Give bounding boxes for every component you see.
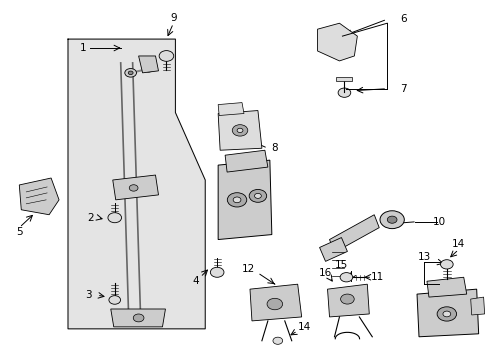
Text: 13: 13 — [416, 252, 430, 262]
Text: 2: 2 — [87, 213, 94, 223]
Circle shape — [124, 68, 136, 77]
Circle shape — [233, 197, 241, 203]
Text: 4: 4 — [192, 276, 198, 286]
Circle shape — [266, 298, 282, 310]
Circle shape — [129, 185, 138, 191]
Polygon shape — [329, 215, 379, 252]
Polygon shape — [138, 56, 158, 73]
Circle shape — [272, 337, 282, 344]
Circle shape — [210, 267, 224, 277]
Polygon shape — [327, 284, 368, 317]
Polygon shape — [319, 238, 346, 261]
Circle shape — [159, 51, 173, 61]
Polygon shape — [68, 39, 205, 329]
Polygon shape — [317, 23, 357, 61]
Text: 14: 14 — [297, 322, 311, 332]
Polygon shape — [19, 178, 59, 215]
Text: 6: 6 — [399, 14, 406, 24]
Polygon shape — [426, 277, 466, 297]
Text: 3: 3 — [85, 290, 92, 300]
Circle shape — [442, 311, 450, 317]
Circle shape — [227, 193, 246, 207]
Text: 16: 16 — [318, 268, 331, 278]
Text: 7: 7 — [399, 84, 406, 94]
Polygon shape — [336, 77, 352, 81]
Circle shape — [232, 125, 247, 136]
Polygon shape — [111, 309, 165, 327]
Polygon shape — [416, 289, 478, 337]
Circle shape — [379, 211, 404, 229]
Polygon shape — [224, 150, 267, 172]
Polygon shape — [113, 175, 158, 200]
Circle shape — [254, 193, 261, 198]
Circle shape — [237, 128, 243, 132]
Circle shape — [108, 213, 122, 223]
Text: 9: 9 — [170, 13, 176, 23]
Polygon shape — [218, 160, 271, 239]
Circle shape — [249, 189, 266, 202]
Circle shape — [109, 296, 121, 304]
Text: 14: 14 — [451, 239, 465, 249]
Circle shape — [128, 71, 133, 75]
Text: 1: 1 — [80, 43, 86, 53]
Circle shape — [440, 260, 452, 269]
Circle shape — [339, 273, 352, 282]
Polygon shape — [218, 111, 262, 150]
Circle shape — [340, 294, 353, 304]
Text: 12: 12 — [241, 264, 254, 274]
Circle shape — [133, 314, 143, 322]
Text: 10: 10 — [431, 217, 445, 227]
Polygon shape — [218, 103, 244, 116]
Polygon shape — [249, 284, 301, 321]
Circle shape — [386, 216, 396, 223]
Text: 5: 5 — [16, 226, 22, 237]
Text: 15: 15 — [334, 260, 347, 270]
Circle shape — [337, 88, 350, 97]
Text: 8: 8 — [271, 143, 278, 153]
Text: 11: 11 — [370, 272, 383, 282]
Circle shape — [144, 66, 153, 72]
Polygon shape — [470, 297, 484, 315]
Circle shape — [436, 307, 456, 321]
